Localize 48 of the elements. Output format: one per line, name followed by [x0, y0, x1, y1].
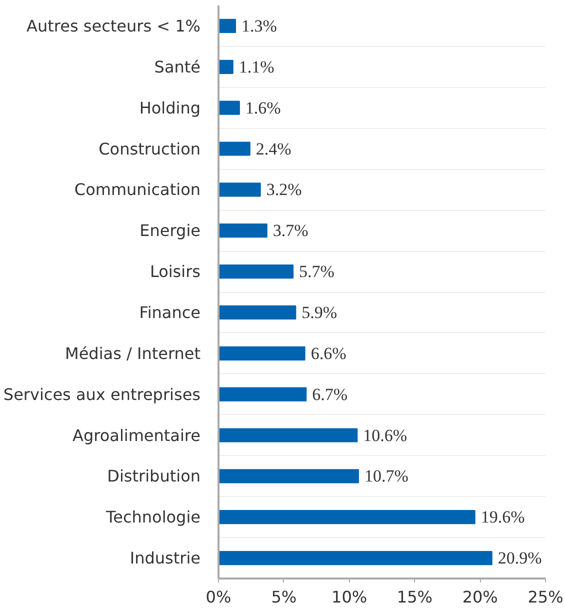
- y-tick-label: Services aux entreprises: [3, 384, 200, 404]
- bar: [218, 346, 306, 360]
- x-tick-label: 10%: [332, 588, 368, 606]
- bar: [218, 510, 476, 524]
- x-tick-label: 0%: [206, 588, 232, 606]
- y-tick-label: Agroalimentaire: [72, 426, 201, 445]
- data-label: 6.7%: [312, 384, 348, 404]
- y-tick-label: Communication: [74, 180, 200, 200]
- bar: [218, 264, 294, 279]
- bar: [218, 469, 359, 484]
- data-label: 10.6%: [363, 426, 408, 445]
- bar: [218, 100, 240, 115]
- data-label: 10.7%: [364, 466, 408, 486]
- y-tick-label: Santé: [154, 57, 200, 76]
- data-label: 2.4%: [256, 139, 292, 158]
- data-label: 5.7%: [299, 262, 334, 282]
- data-label: 1.6%: [245, 98, 281, 118]
- y-tick-label: Médias / Internet: [65, 344, 200, 363]
- bar: [218, 60, 234, 74]
- x-tick-label: 25%: [528, 588, 564, 606]
- bar: [218, 224, 268, 238]
- y-tick-label: Industrie: [130, 548, 201, 568]
- y-tick-label: Holding: [139, 98, 201, 118]
- bar: [218, 550, 492, 566]
- bar: [218, 305, 296, 320]
- y-tick-label: Loisirs: [150, 262, 200, 282]
- data-label: 1.3%: [242, 16, 277, 36]
- y-tick-label: Autres secteurs < 1%: [26, 16, 201, 36]
- data-label: 19.6%: [480, 508, 525, 527]
- x-tick-label: 15%: [396, 588, 432, 606]
- data-label: 20.9%: [498, 548, 542, 568]
- data-label: 5.9%: [302, 302, 338, 322]
- bar: [218, 387, 307, 402]
- y-tick-label: Energie: [140, 221, 201, 240]
- y-tick-label: Technologie: [105, 508, 201, 527]
- bar: [218, 142, 250, 156]
- y-tick-label: Finance: [139, 302, 201, 322]
- data-label: 3.7%: [272, 221, 308, 240]
- y-tick-label: Distribution: [107, 466, 200, 486]
- x-tick-label: 5%: [271, 588, 297, 606]
- data-label: 1.1%: [238, 57, 274, 76]
- bar: [218, 18, 236, 34]
- data-label: 6.6%: [310, 344, 346, 363]
- bar: [218, 182, 261, 197]
- bar: [218, 428, 358, 442]
- x-tick-label: 20%: [462, 588, 498, 606]
- data-label: 3.2%: [266, 180, 302, 200]
- y-tick-label: Construction: [98, 139, 200, 158]
